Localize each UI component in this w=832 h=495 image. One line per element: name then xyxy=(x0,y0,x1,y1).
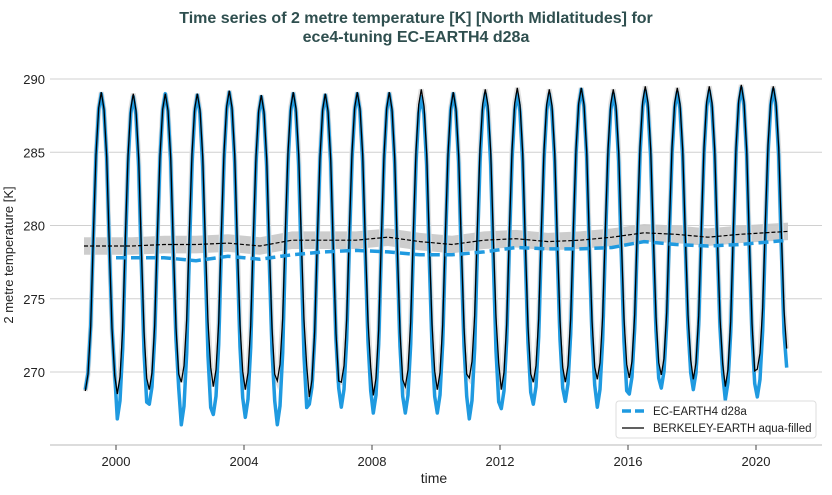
x-tick-label: 2000 xyxy=(102,454,131,469)
model-annual-mean-line xyxy=(116,238,789,263)
x-tick-label: 2012 xyxy=(486,454,515,469)
y-tick-label: 290 xyxy=(23,72,45,87)
y-tick-label: 270 xyxy=(23,365,45,380)
x-tick-label: 2004 xyxy=(230,454,259,469)
x-tick-label: 2008 xyxy=(358,454,387,469)
y-tick-label: 275 xyxy=(23,292,45,307)
obs-monthly-line xyxy=(84,84,788,398)
legend-label-model: EC-EARTH4 d28a xyxy=(653,406,747,418)
y-axis-label: 2 metre temperature [K] xyxy=(1,186,16,323)
chart-title-line2: ece4-tuning EC-EARTH4 d28a xyxy=(303,29,530,46)
y-tick-label: 280 xyxy=(23,219,45,234)
obs-uncertainty-band xyxy=(84,222,788,255)
x-axis-label: time xyxy=(421,470,448,486)
legend: EC-EARTH4 d28a BERKELEY-EARTH aqua-fille… xyxy=(615,400,817,439)
legend-box xyxy=(615,400,817,439)
x-tick-label: 2016 xyxy=(614,454,643,469)
legend-label-obs: BERKELEY-EARTH aqua-filled xyxy=(653,423,812,435)
chart-title-line1: Time series of 2 metre temperature [K] [… xyxy=(179,10,653,27)
y-tick-label: 285 xyxy=(23,145,45,160)
x-tick-label: 2020 xyxy=(742,454,771,469)
obs-annual-mean-line xyxy=(84,230,789,247)
